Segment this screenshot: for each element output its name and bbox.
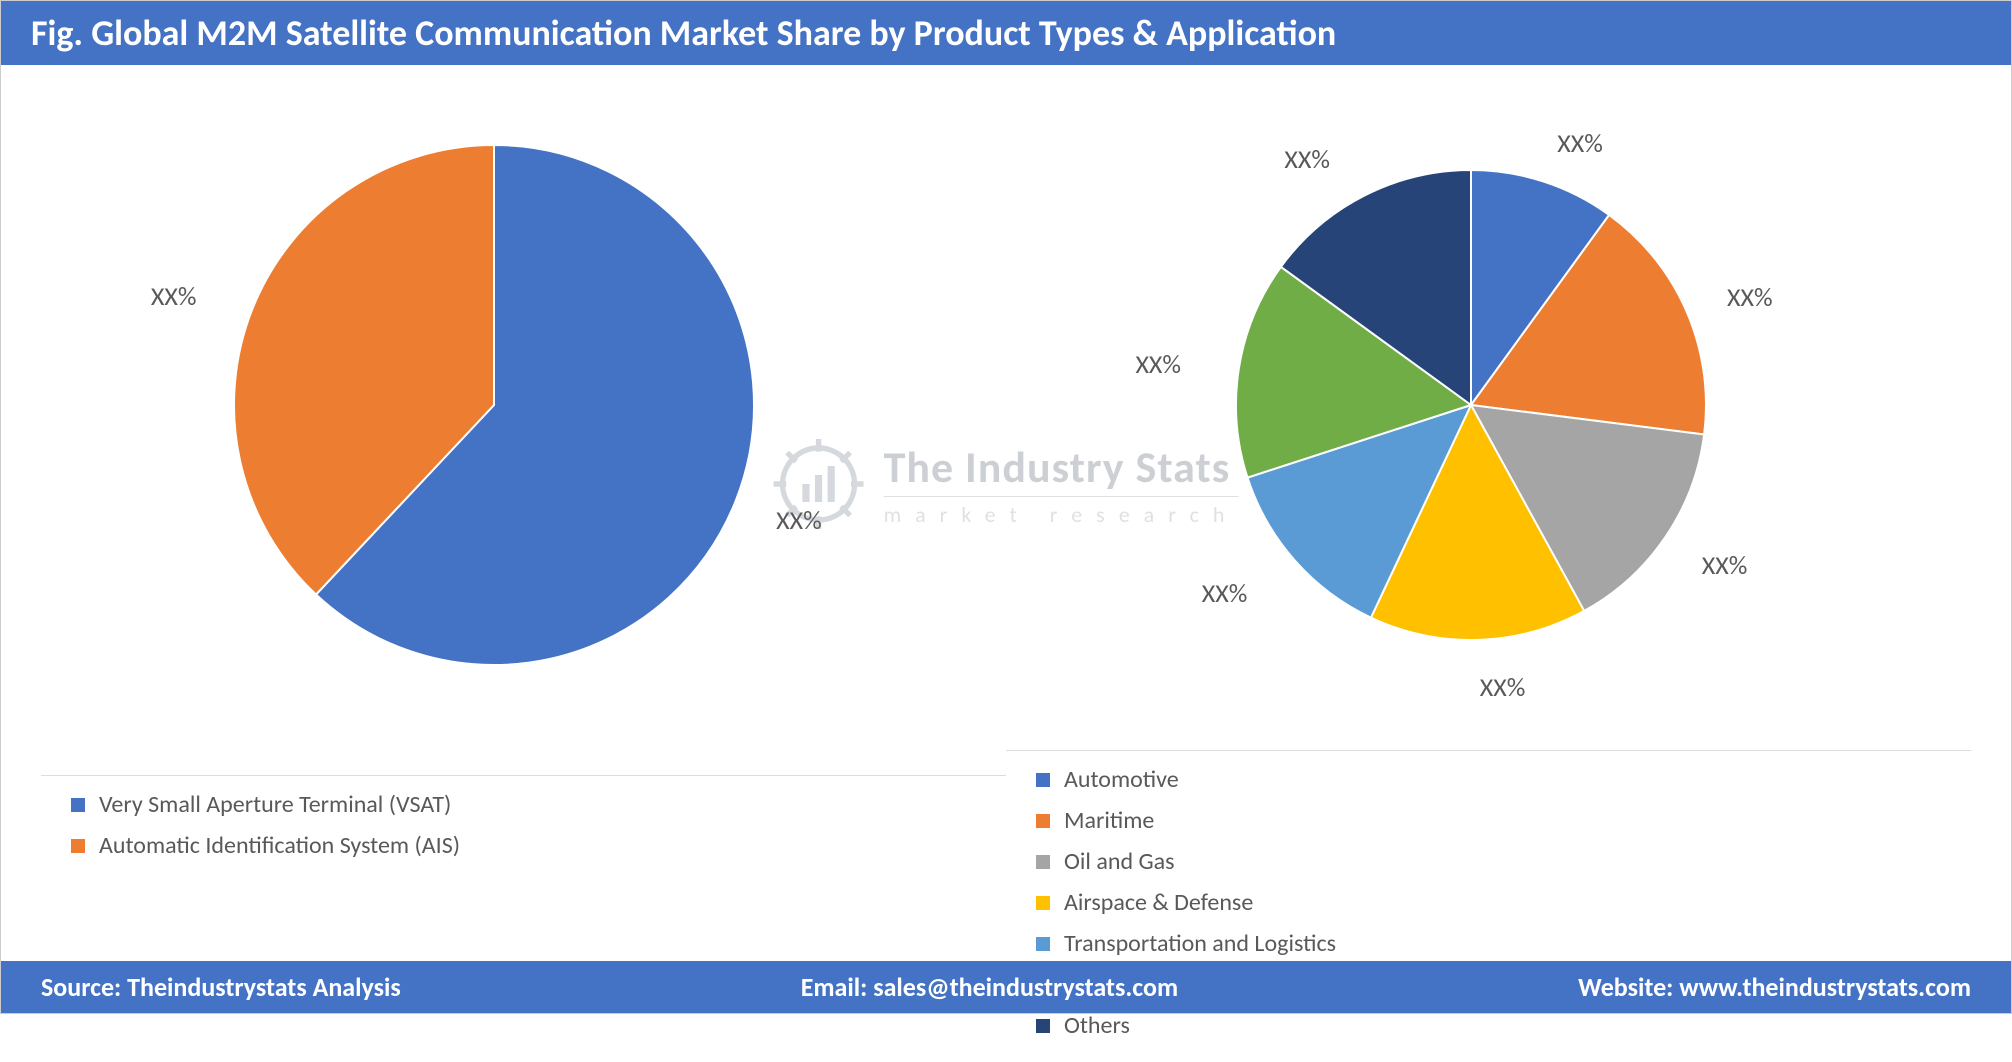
legend-label: Others [1064,1011,1130,1040]
legend-item: Automotive [1036,765,1491,794]
pie-svg [174,105,874,745]
legend-swatch [1036,814,1050,828]
legend-swatch [1036,773,1050,787]
legend-swatch [1036,855,1050,869]
footer-website: Website: www.theindustrystats.com [1578,971,1971,1003]
chart-title-bar: Fig. Global M2M Satellite Communication … [1,1,2011,65]
legend-product-types: Very Small Aperture Terminal (VSAT) Autom… [41,775,1006,872]
pie-slice-label: XX% [1702,549,1748,581]
footer-source: Source: Theindustrystats Analysis [41,971,401,1003]
left-chart-column: XX%XX% Very Small Aperture Terminal (VSA… [41,105,1006,872]
pie-slice-label: XX% [1284,143,1330,175]
chart-title: Fig. Global M2M Satellite Communication … [31,11,1336,55]
pie-svg [1151,105,1826,720]
pie-slice-label: XX% [1480,671,1526,703]
legend-swatch [1036,896,1050,910]
legend-item: Maritime [1036,806,1491,835]
legend-item: Oil and Gas [1036,847,1491,876]
legend-item: Automatic Identification System (AIS) [71,831,541,860]
legend-item: Transportation and Logistics [1036,929,1491,958]
right-chart-column: XX% XX% XX% XX% XX% XX% XX% Automotive Maritime… [1006,105,1971,1052]
legend-label: Automatic Identification System (AIS) [99,831,460,860]
legend-item: Others [1036,1011,1491,1040]
legend-item: Airspace & Defense [1036,888,1491,917]
pie-slice-label: XX% [776,504,822,536]
pie-product-types: XX%XX% [174,105,874,745]
pie-slice-label: XX% [1135,348,1181,380]
pie-slice-label: XX% [1727,281,1773,313]
footer-email: Email: sales@theindustrystats.com [801,971,1178,1003]
pie-slice-label: XX% [1557,127,1603,159]
legend-label: Automotive [1064,765,1179,794]
chart-area: XX%XX% Very Small Aperture Terminal (VSA… [1,65,2011,1062]
legend-label: Airspace & Defense [1064,888,1253,917]
footer-bar: Source: Theindustrystats Analysis Email:… [1,961,2011,1013]
pie-slice-label: XX% [151,280,197,312]
legend-label: Maritime [1064,806,1154,835]
pie-application: XX%XX%XX%XX%XX%XX%XX% [1151,105,1826,720]
legend-label: Oil and Gas [1064,847,1175,876]
legend-swatch [71,839,85,853]
legend-label: Very Small Aperture Terminal (VSAT) [99,790,451,819]
legend-item: Very Small Aperture Terminal (VSAT) [71,790,541,819]
legend-label: Transportation and Logistics [1064,929,1336,958]
legend-swatch [1036,937,1050,951]
pie-slice-label: XX% [1202,577,1248,609]
legend-swatch [1036,1019,1050,1033]
legend-swatch [71,798,85,812]
